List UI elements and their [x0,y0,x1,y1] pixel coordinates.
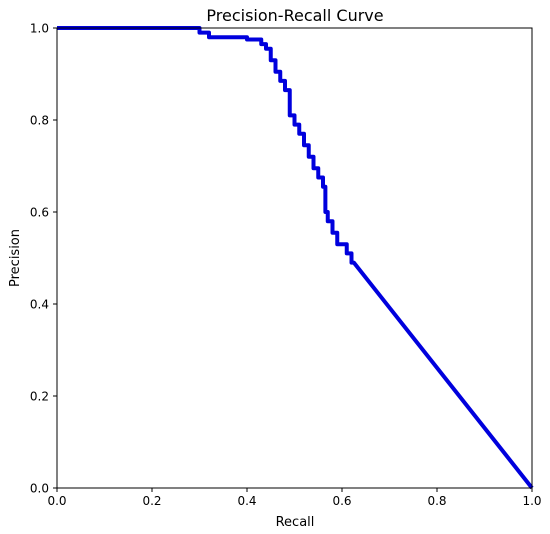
y-axis-label: Precision [8,229,23,287]
y-tick-label: 0.6 [30,206,49,220]
y-tick-label: 0.8 [30,114,49,128]
x-tick-label: 0.8 [427,494,446,508]
y-tick-label: 0.2 [30,390,49,404]
plot-area: 0.0 0.2 0.4 0.6 0.8 1.0 0.0 0.2 0.4 0.6 0.8 1.0 [30,22,542,509]
chart-title: Precision-Recall Curve [206,6,383,25]
y-tick-label: 0.4 [30,298,49,312]
x-tick-label: 0.2 [142,494,161,508]
axes-frame [56,27,533,489]
x-tick-label: 0.0 [47,494,66,508]
x-tick-label: 0.6 [332,494,351,508]
x-tick-label: 0.4 [237,494,256,508]
x-tick-label: 1.0 [522,494,541,508]
y-tick-label: 0.0 [30,482,49,496]
y-tick-label: 1.0 [30,22,49,36]
series-line-0 [57,26,534,490]
x-axis-label: Recall [276,515,315,530]
